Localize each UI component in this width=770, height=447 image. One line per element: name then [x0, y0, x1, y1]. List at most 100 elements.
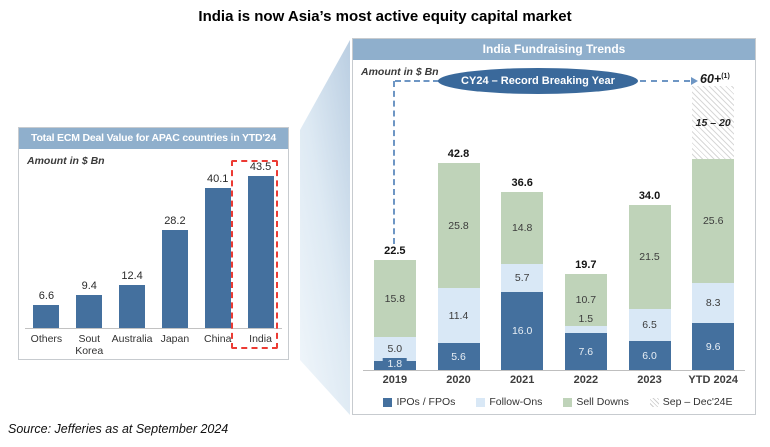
segment-light_blue: 1.5	[564, 313, 607, 333]
segment-green: 14.8	[501, 192, 544, 264]
cy24-target-value: 60+(1)	[700, 72, 730, 86]
legend-swatch-icon	[563, 397, 573, 407]
trend-category-label: 2020	[446, 374, 471, 386]
apac-category-label: Japan	[160, 333, 190, 345]
annotation-dashed-line-right	[640, 80, 690, 82]
legend-swatch-icon	[383, 397, 393, 407]
segment-light_blue: 5.7	[501, 264, 544, 292]
india-fundraising-panel: India Fundraising Trends Amount in $ Bn …	[352, 38, 756, 415]
trend-total-label: 19.7	[575, 259, 597, 271]
trend-category-label: YTD 2024	[688, 374, 738, 386]
apac-category-label: China	[204, 333, 232, 345]
trend-chart-title: India Fundraising Trends	[353, 39, 755, 60]
apac-bar-column: 40.1	[196, 173, 239, 328]
segment-value-label: 16.0	[511, 325, 533, 337]
apac-category-label: Australia	[111, 333, 153, 345]
segment-bar_blue: 16.0	[501, 292, 544, 370]
apac-axis-labels: Others Sout Korea Australia Japan China India	[25, 330, 282, 357]
segment-light_blue: 8.3	[692, 283, 735, 323]
trend-category-label: 2023	[637, 374, 662, 386]
apac-bar-value: 6.6	[38, 290, 55, 302]
legend-item: IPOs / FPOs	[383, 396, 455, 408]
segment-value-label: 8.3	[705, 297, 721, 309]
segment-bar_blue: 5.6	[437, 343, 480, 370]
trend-stacked-column: 15 – 20 25.6 8.3 9.6	[681, 86, 745, 370]
apac-bar-value: 12.4	[121, 270, 143, 282]
trend-stacked-column: 19.7 10.7 1.5 7.6	[554, 259, 618, 370]
segment-green: 25.6	[692, 159, 735, 283]
trend-total-label: 34.0	[638, 190, 661, 202]
legend-item: Sep – Dec'24E	[649, 396, 733, 408]
segment-value-label: 6.0	[642, 349, 657, 362]
segment-light_blue: 11.4	[437, 288, 480, 343]
apac-bar-column: 28.2	[153, 215, 196, 328]
legend-label: IPOs / FPOs	[396, 396, 456, 408]
apac-category-label: Others	[30, 333, 63, 345]
trend-stacked-column: 42.8 25.8 11.4 5.6	[427, 148, 491, 370]
segment-value-label: 6.5	[642, 319, 657, 331]
segment-green: 10.7	[564, 274, 607, 326]
apac-units-note: Amount in $ Bn	[27, 155, 105, 167]
apac-bar-column: 43.5	[239, 161, 282, 328]
segment-bar_blue: 7.6	[564, 333, 607, 370]
trend-axis-labels: 2019 2020 2021 2022 2023 YTD 2024	[363, 374, 745, 390]
trend-total-label: 36.6	[511, 177, 533, 189]
segment-value-label: 15.8	[384, 292, 406, 305]
trend-legend: IPOs / FPOs Follow-Ons Sell Downs Sep – Dec…	[373, 394, 743, 410]
segment-value-label: 7.6	[578, 345, 594, 358]
segment-value-label: 15 – 20	[695, 116, 731, 129]
segment-bar_blue: 6.0	[628, 341, 671, 370]
legend-label: Follow-Ons	[489, 396, 543, 408]
zoom-connector-shape	[300, 40, 350, 415]
annotation-arrowhead-icon	[691, 77, 698, 85]
legend-item: Sell Downs	[563, 396, 629, 408]
segment-light_blue: 6.5	[628, 309, 671, 341]
apac-bar-value: 9.4	[81, 280, 97, 292]
cy24-record-ellipse: CY24 – Record Breaking Year	[438, 68, 638, 94]
segment-bar_blue: 9.6	[692, 323, 735, 370]
apac-bar	[33, 305, 60, 328]
apac-plot-area: 6.6 9.4 12.4 28.2 40.1 43.5	[25, 149, 282, 329]
apac-bar-column: 9.4	[68, 280, 111, 328]
trend-total-label: 22.5	[384, 245, 406, 257]
segment-bar_blue: 1.8	[373, 358, 416, 370]
segment-value-label: 9.6	[705, 340, 721, 353]
apac-ecm-chart-panel: Total ECM Deal Value for APAC countries …	[18, 127, 289, 360]
cy24-record-label: CY24 – Record Breaking Year	[461, 75, 615, 87]
apac-bar-value: 43.5	[249, 161, 272, 173]
apac-bar	[119, 285, 146, 328]
legend-label: Sell Downs	[576, 396, 629, 408]
apac-category-label: India	[249, 333, 272, 345]
apac-chart-title: Total ECM Deal Value for APAC countries …	[19, 128, 288, 149]
apac-bar	[161, 230, 188, 328]
apac-bar-column: 6.6	[25, 290, 68, 328]
segment-green: 25.8	[437, 163, 480, 288]
segment-hatch: 15 – 20	[692, 86, 735, 159]
trend-category-label: 2021	[509, 374, 535, 386]
legend-swatch-icon	[649, 397, 659, 407]
apac-bar-value: 28.2	[164, 215, 186, 227]
footnote-marker: (1)	[721, 72, 730, 80]
segment-value-label: 5.0	[387, 343, 403, 355]
segment-value-label: 1.8	[382, 358, 408, 370]
segment-green: 21.5	[628, 205, 671, 309]
apac-bar-value: 40.1	[207, 173, 229, 185]
segment-green: 15.8	[373, 260, 416, 337]
legend-label: Sep – Dec'24E	[662, 396, 733, 408]
trend-units-note: Amount in $ Bn	[361, 66, 439, 78]
page-title: India is now Asia’s most active equity c…	[198, 8, 572, 25]
trend-stacked-column: 36.6 14.8 5.7 16.0	[490, 177, 554, 370]
apac-bar	[76, 295, 103, 328]
annotation-dashed-line-left	[395, 80, 439, 82]
trend-total-label: 42.8	[447, 148, 470, 160]
trend-category-label: 2022	[573, 374, 599, 386]
segment-light_blue: 5.0	[373, 337, 416, 361]
legend-item: Follow-Ons	[476, 396, 542, 408]
segment-value-label: 25.6	[702, 215, 724, 227]
segment-value-label: 11.4	[448, 309, 469, 322]
annotation-dashed-line-vertical	[393, 81, 395, 244]
trend-stacked-column: 22.5 15.8 5.0 1.8	[363, 245, 427, 370]
segment-value-label: 5.7	[514, 272, 530, 284]
source-note: Source: Jefferies as at September 2024	[8, 422, 229, 436]
